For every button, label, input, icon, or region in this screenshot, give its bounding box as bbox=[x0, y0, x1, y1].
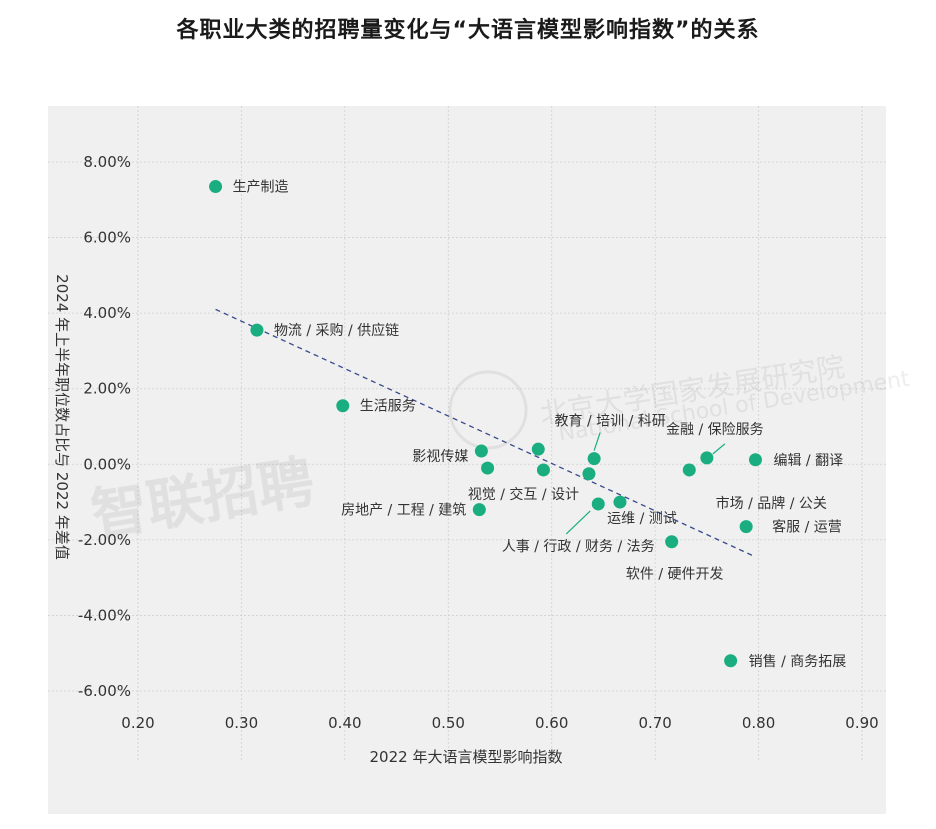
point-label: 金融 / 保险服务 bbox=[666, 422, 764, 438]
y-tick-labels: -6.00% -4.00% -2.00% 0.00% 2.00% 4.00% 6.00% 8.… bbox=[78, 153, 131, 700]
point-label: 销售 / 商务拓展 bbox=[749, 654, 847, 670]
y-tick-label: 0.00% bbox=[83, 455, 131, 473]
data-point bbox=[536, 463, 550, 477]
point-label: 教育 / 培训 / 科研 bbox=[555, 414, 666, 430]
data-point bbox=[582, 467, 596, 481]
plot-panel bbox=[48, 106, 886, 814]
data-point bbox=[250, 323, 264, 337]
data-point bbox=[748, 453, 762, 467]
point-label: 房地产 / 工程 / 建筑 bbox=[341, 503, 466, 519]
y-tick-label: 2.00% bbox=[83, 380, 131, 398]
data-points bbox=[209, 180, 762, 668]
x-tick-label: 0.60 bbox=[535, 714, 568, 732]
data-point bbox=[665, 535, 679, 549]
data-point bbox=[739, 520, 753, 534]
leader-line bbox=[593, 432, 601, 451]
x-tick-label: 0.30 bbox=[225, 714, 258, 732]
data-point bbox=[209, 180, 223, 194]
data-point bbox=[336, 399, 350, 413]
point-label: 市场 / 品牌 / 公关 bbox=[716, 495, 827, 512]
y-tick-label: 4.00% bbox=[83, 304, 131, 322]
point-label: 物流 / 采购 / 供应链 bbox=[274, 322, 399, 339]
watermark-seal bbox=[448, 370, 528, 450]
data-point bbox=[700, 451, 714, 465]
y-axis-label: 2024 年上半年职位数占比与 2022 年差值 bbox=[53, 274, 71, 560]
chart-title: 各职业大类的招聘量变化与“大语言模型影响指数”的关系 bbox=[176, 18, 760, 43]
x-tick-label: 0.20 bbox=[121, 714, 154, 732]
point-label: 运维 / 测试 bbox=[607, 511, 677, 527]
data-point bbox=[531, 442, 545, 456]
x-tick-label: 0.40 bbox=[328, 714, 361, 732]
y-tick-label: -6.00% bbox=[78, 682, 131, 700]
x-axis-label: 2022 年大语言模型影响指数 bbox=[370, 748, 563, 766]
point-label: 影视传媒 bbox=[412, 449, 468, 465]
point-label: 客服 / 运营 bbox=[772, 519, 842, 536]
data-point bbox=[472, 503, 486, 517]
leader-line bbox=[712, 443, 726, 455]
data-point bbox=[724, 654, 738, 668]
y-tick-label: -2.00% bbox=[78, 531, 131, 549]
x-tick-label: 0.80 bbox=[742, 714, 775, 732]
y-tick-label: 8.00% bbox=[83, 153, 131, 171]
data-point bbox=[613, 495, 627, 509]
data-point bbox=[474, 444, 488, 458]
data-point bbox=[682, 463, 696, 477]
x-tick-labels: 0.20 0.30 0.40 0.50 0.60 0.70 0.80 0.90 bbox=[121, 714, 878, 732]
data-point bbox=[591, 497, 605, 511]
x-tick-label: 0.90 bbox=[845, 714, 878, 732]
point-label: 生活服务 bbox=[360, 399, 416, 415]
data-point bbox=[587, 452, 601, 466]
data-point bbox=[481, 461, 495, 475]
point-label: 人事 / 行政 / 财务 / 法务 bbox=[502, 539, 655, 555]
leader-line bbox=[565, 510, 591, 535]
point-label: 软件 / 硬件开发 bbox=[626, 567, 724, 583]
y-tick-label: -4.00% bbox=[78, 606, 131, 624]
point-label: 生产制造 bbox=[233, 180, 289, 196]
grid-lines bbox=[48, 106, 886, 760]
point-label: 视觉 / 交互 / 设计 bbox=[468, 486, 579, 503]
leader-lines bbox=[565, 432, 726, 535]
point-label: 编辑 / 翻译 bbox=[773, 453, 843, 469]
x-tick-label: 0.50 bbox=[432, 714, 465, 732]
y-tick-label: 6.00% bbox=[83, 229, 131, 247]
x-tick-label: 0.70 bbox=[638, 714, 671, 732]
